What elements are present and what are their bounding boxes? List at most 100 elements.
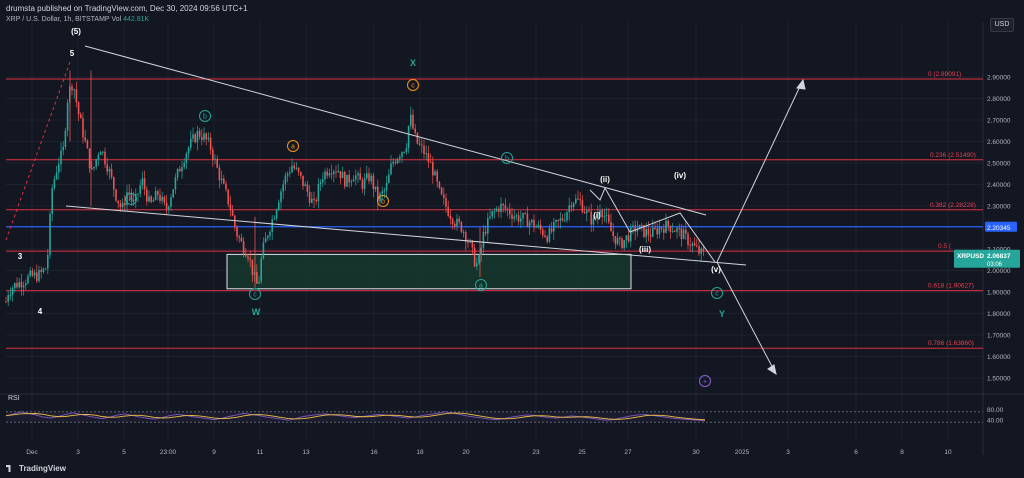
candle-body [412,114,414,129]
candle-body [396,158,399,163]
price-axis-tick: 1.90000 [987,290,1011,297]
candle-body [649,234,652,237]
candle-body [150,196,152,202]
wave-label: c [253,292,257,299]
candle-body [478,255,480,264]
candle-body [601,210,603,217]
candle-body [75,89,78,103]
candle-body [656,228,658,235]
candle-body [451,218,454,225]
candle-body [190,138,192,148]
candle-body [632,225,634,227]
candle-body [165,202,168,210]
wave-label: 5 [70,49,75,58]
candle-body [143,178,146,190]
candle-body [207,137,210,140]
candle-body [500,203,502,212]
candle-body [163,196,166,203]
candle-body [227,189,229,205]
fib-level-label: 0.618 (1.90627) [928,283,974,290]
candle-body [216,158,218,168]
candle-body [612,231,614,237]
volume-label: Vol [111,16,122,23]
wave-label-circle [199,110,211,122]
candle-body [328,173,331,176]
candle-body [583,212,586,214]
candle-body [407,126,410,149]
wave-label-circle [377,195,389,207]
candle-body [634,225,636,232]
candle-body [680,228,683,240]
candle-body [533,219,535,228]
candle-body [685,229,687,234]
time-axis-tick: 25 [578,449,586,456]
candle-body [489,216,491,219]
candle-body [544,235,546,237]
candle-body [357,173,359,176]
candle-body [132,199,135,202]
candle-body [542,229,544,236]
candle-body [130,192,133,200]
dashed-impulse-line [5,61,71,241]
candle-body [520,218,522,222]
candle-body [27,275,29,284]
candle-body [346,174,348,187]
candle-body [40,270,42,272]
candle-body [363,178,366,189]
candle-body [572,203,575,208]
candle-body [610,221,612,232]
candle-body [231,209,234,216]
candle-body [654,227,656,229]
wave-label: c [715,291,719,298]
price-axis-tick: 1.60000 [987,354,1011,361]
candle-body [350,181,353,183]
wave-label: (ii) [600,175,610,184]
candle-body [434,171,436,176]
candle-body [436,171,438,182]
candle-body [126,192,128,206]
candle-body [220,178,223,181]
candle-body [352,179,355,182]
time-axis-tick: 20 [462,449,470,456]
candle-body [55,172,58,180]
candle-body [269,231,271,236]
currency-button[interactable]: USD [990,18,1014,32]
candle-body [16,283,18,288]
candle-body [405,148,408,152]
candle-body [432,162,434,176]
candle-body [676,228,678,232]
candle-body [555,219,557,223]
last-price-symbol: XRPUSD [957,253,984,260]
wave-label: (v) [711,265,721,274]
candle-body [361,179,364,189]
candle-body [682,229,685,240]
wave-path [589,186,716,263]
trendlines [5,45,806,376]
candle-body [31,270,34,276]
candle-body [302,175,304,186]
candle-body [502,203,504,206]
candle-body [471,240,474,248]
candle-body [698,246,700,254]
candle-body [97,154,100,160]
candle-body [370,175,372,182]
candle-body [575,198,577,204]
candle-body [625,235,628,241]
tradingview-logo: TradingView [6,464,66,473]
time-axis-tick: 16 [370,449,378,456]
candle-body [377,186,379,202]
wave-label: W [252,307,261,317]
candle-body [660,227,663,229]
candle-body [410,114,412,127]
candle-body [401,152,403,157]
candle-body [95,159,97,167]
candle-body [304,184,306,186]
candle-body [425,153,427,155]
candle-body [73,89,75,91]
candle-body [258,281,260,284]
volume-value: 442.81K [123,16,150,23]
wave-label-circle [287,140,299,152]
candle-body [196,130,199,143]
candle-body [66,102,69,131]
